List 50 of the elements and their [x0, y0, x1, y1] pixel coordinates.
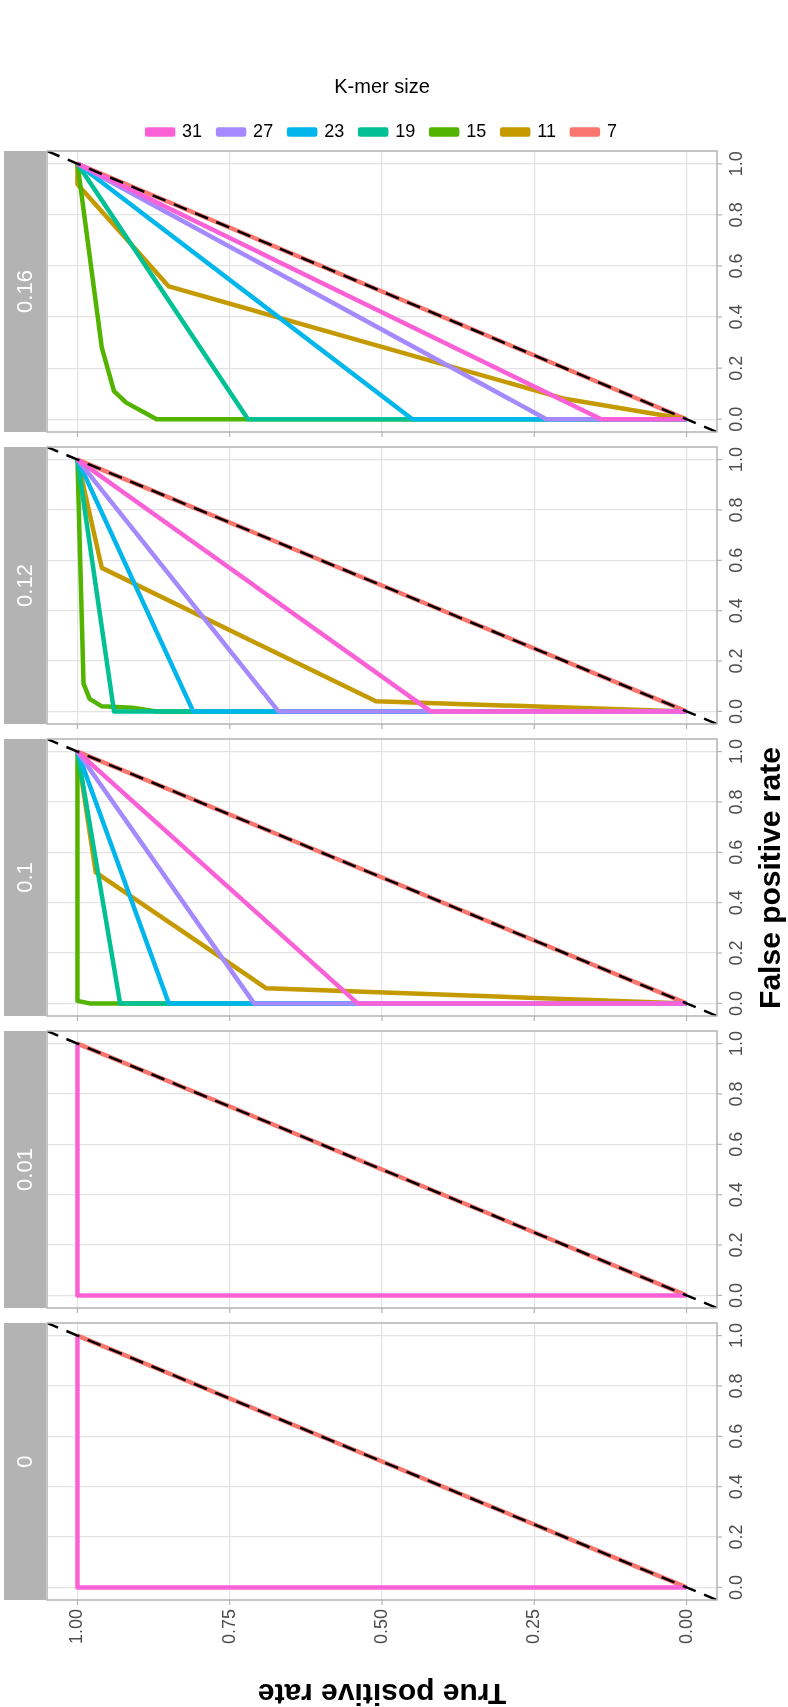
y-tick-label: 0.0 — [725, 990, 746, 1016]
y-tick-label: 0.0 — [725, 1574, 746, 1600]
x-tick-label: 0.25 — [523, 1609, 544, 1645]
y-tick-label: 1.0 — [725, 739, 746, 765]
y-tick-label: 0.0 — [725, 698, 746, 724]
y-tick-label: 0.0 — [725, 1282, 746, 1308]
y-tick-label: 0.6 — [725, 253, 746, 279]
y-tick-label: 0.8 — [725, 1081, 746, 1107]
text: 0.16 — [11, 270, 37, 313]
y-tick-label: 0.4 — [725, 1182, 746, 1208]
y-tick-label: 0.8 — [725, 202, 746, 228]
text: 0.12 — [11, 564, 37, 607]
legend-label: 7 — [606, 120, 617, 141]
y-tick-label: 0.2 — [725, 1232, 746, 1258]
y-tick-label: 1.0 — [725, 1031, 746, 1057]
y-tick-label: 1.0 — [725, 447, 746, 473]
legend-label: 31 — [182, 120, 203, 141]
x-axis-title: True positive rate — [257, 1677, 507, 1707]
legend-label: 11 — [537, 120, 556, 141]
legend-label: 23 — [324, 120, 345, 141]
text: 0.01 — [11, 1148, 37, 1191]
y-tick-label: 0.6 — [725, 547, 746, 573]
y-tick-label: 0.4 — [725, 890, 746, 916]
x-tick-label: 1.00 — [66, 1609, 87, 1645]
y-tick-label: 0.8 — [725, 789, 746, 815]
y-tick-label: 0.2 — [725, 1524, 746, 1550]
legend-label: 19 — [395, 120, 416, 141]
y-tick-label: 0.4 — [725, 1474, 746, 1500]
y-tick-label: 1.0 — [725, 151, 746, 177]
y-tick-label: 0.2 — [725, 940, 746, 966]
y-tick-label: 1.0 — [725, 1323, 746, 1349]
y-tick-label: 0.0 — [725, 406, 746, 432]
y-tick-label: 0.8 — [725, 1373, 746, 1399]
y-tick-label: 0.2 — [725, 355, 746, 381]
y-axis-title: False positive rate — [753, 746, 787, 1009]
legend-label: 27 — [253, 120, 274, 141]
x-tick-label: 0.00 — [675, 1609, 696, 1645]
y-tick-label: 0.6 — [725, 1423, 746, 1449]
x-tick-label: 0.50 — [370, 1609, 391, 1645]
text: 0.1 — [11, 862, 37, 893]
y-tick-label: 0.2 — [725, 648, 746, 674]
text: 0 — [11, 1455, 37, 1468]
y-tick-label: 0.6 — [725, 1131, 746, 1157]
y-tick-label: 0.6 — [725, 839, 746, 865]
legend-label: 15 — [466, 120, 487, 141]
x-tick-label: 0.75 — [218, 1609, 239, 1645]
y-tick-label: 0.4 — [725, 304, 746, 330]
legend-title: K-mer size — [334, 74, 430, 97]
y-tick-label: 0.8 — [725, 497, 746, 523]
y-tick-label: 0.4 — [725, 598, 746, 624]
